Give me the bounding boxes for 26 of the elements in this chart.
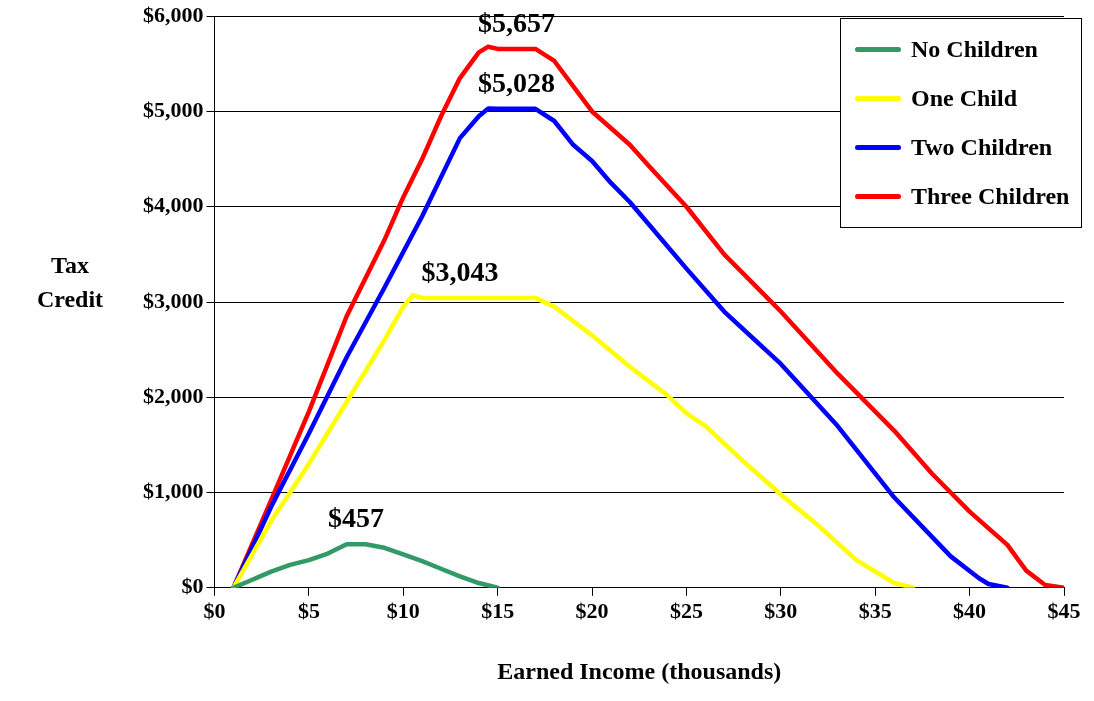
- x-tick-label: $10: [386, 597, 420, 623]
- legend-label: One Child: [911, 85, 1018, 113]
- annotation: $457: [328, 502, 385, 534]
- y-tick-label: $1,000: [143, 478, 204, 504]
- annotation: $5,028: [478, 67, 556, 99]
- y-tick-label: $4,000: [143, 192, 204, 218]
- x-tick-label: $25: [669, 597, 703, 623]
- y-tick-label: $3,000: [143, 287, 204, 313]
- legend-label: No Children: [911, 36, 1038, 64]
- legend-label: Two Children: [911, 134, 1053, 162]
- x-tick-label: $40: [953, 597, 987, 623]
- x-tick-label: $0: [203, 597, 226, 623]
- x-tick-label: $15: [481, 597, 515, 623]
- x-tick-label: $30: [764, 597, 798, 623]
- y-tick-label: $6,000: [143, 1, 204, 27]
- annotation: $3,043: [421, 256, 499, 288]
- x-tick-label: $35: [858, 597, 892, 623]
- y-tick-label: $2,000: [143, 382, 204, 408]
- legend-label: Three Children: [911, 183, 1070, 211]
- y-tick-label: $5,000: [143, 97, 204, 123]
- x-tick-label: $5: [297, 597, 320, 623]
- y-tick-label: $0: [181, 573, 204, 599]
- y-axis-title: Tax Credit: [35, 251, 105, 314]
- x-axis-title: Earned Income (thousands): [497, 657, 782, 684]
- x-tick-label: $45: [1047, 597, 1081, 623]
- x-tick-label: $20: [575, 597, 609, 623]
